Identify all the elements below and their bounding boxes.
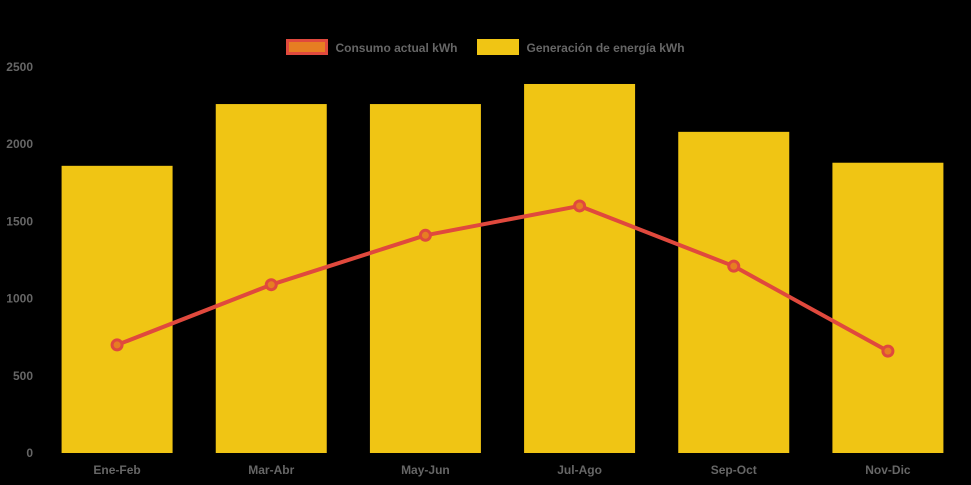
line-point-consumo[interactable] xyxy=(881,344,895,358)
line-point-consumo[interactable] xyxy=(110,338,124,352)
bar-generacion[interactable] xyxy=(524,83,636,453)
line-point-consumo[interactable] xyxy=(727,259,741,273)
y-axis-tick-label: 2000 xyxy=(6,137,33,151)
y-axis-tick-label: 2500 xyxy=(6,60,33,74)
chart-legend: Consumo actual kWh Generación de energía… xyxy=(0,39,971,55)
line-point-consumo[interactable] xyxy=(264,278,278,292)
legend-item-consumo[interactable]: Consumo actual kWh xyxy=(286,39,457,55)
line-point-consumo[interactable] xyxy=(573,199,587,213)
x-axis-category-label: Mar-Abr xyxy=(248,463,294,477)
line-point-consumo[interactable] xyxy=(418,228,432,242)
y-axis-tick-label: 1500 xyxy=(6,214,33,228)
legend-label-consumo: Consumo actual kWh xyxy=(335,40,458,55)
bar-generacion[interactable] xyxy=(369,104,481,453)
x-axis-category-label: Ene-Feb xyxy=(93,463,140,477)
legend-swatch-generacion-icon xyxy=(477,39,520,55)
y-axis-tick-label: 1000 xyxy=(6,292,33,306)
y-axis-tick-label: 0 xyxy=(26,446,33,460)
bar-generacion[interactable] xyxy=(832,162,944,453)
bar-generacion[interactable] xyxy=(678,131,790,453)
x-axis-category-label: Sep-Oct xyxy=(711,463,757,477)
legend-label-generacion: Generación de energía kWh xyxy=(526,40,685,55)
line-consumo xyxy=(115,203,890,354)
legend-swatch-consumo-icon xyxy=(286,39,329,55)
bar-generacion[interactable] xyxy=(61,165,173,454)
x-axis-category-label: Nov-Dic xyxy=(865,463,911,477)
y-axis-tick-label: 500 xyxy=(13,369,33,383)
x-axis-category-label: Jul-Ago xyxy=(557,463,602,477)
x-axis-category-label: May-Jun xyxy=(401,463,450,477)
legend-item-generacion[interactable]: Generación de energía kWh xyxy=(477,39,685,55)
